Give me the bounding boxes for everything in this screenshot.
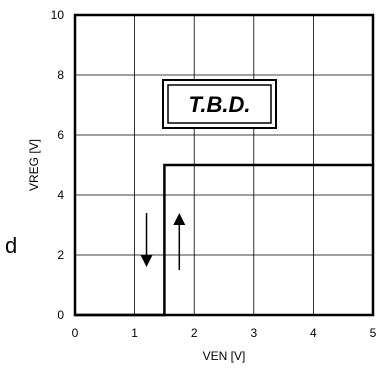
x-tick-label: 0	[72, 326, 79, 340]
y-axis-title: VREG [V]	[27, 139, 41, 191]
arrow-head	[173, 213, 186, 225]
series-layer	[75, 163, 373, 317]
series-line	[75, 163, 373, 317]
x-tick-labels: 0 1 2 3 4 5	[72, 326, 377, 340]
x-tick-label: 4	[310, 326, 317, 340]
arrow-down	[140, 213, 153, 267]
x-tick-label: 1	[131, 326, 138, 340]
y-tick-labels: 0 2 4 6 8 10	[51, 8, 65, 322]
tbd-label: T.B.D.	[189, 92, 251, 117]
y-tick-label: 6	[57, 128, 64, 142]
y-tick-label: 10	[51, 8, 65, 22]
x-tick-label: 5	[370, 326, 377, 340]
y-tick-label: 0	[57, 308, 64, 322]
plot-frame	[73, 13, 375, 317]
x-tick-label: 3	[250, 326, 257, 340]
y-tick-label: 2	[57, 248, 64, 262]
tbd-annotation-box: T.B.D.	[162, 79, 277, 129]
arrows	[140, 213, 186, 270]
y-tick-label: 8	[57, 68, 64, 82]
y-tick-label: 4	[57, 188, 64, 202]
x-tick-label: 2	[191, 326, 198, 340]
tbd-box-outer	[162, 79, 277, 129]
tbd-box-inner	[167, 84, 272, 124]
arrow-head	[140, 255, 153, 267]
x-axis-title: VEN [V]	[203, 349, 246, 363]
arrow-up	[173, 213, 186, 270]
side-label: d	[5, 233, 17, 258]
